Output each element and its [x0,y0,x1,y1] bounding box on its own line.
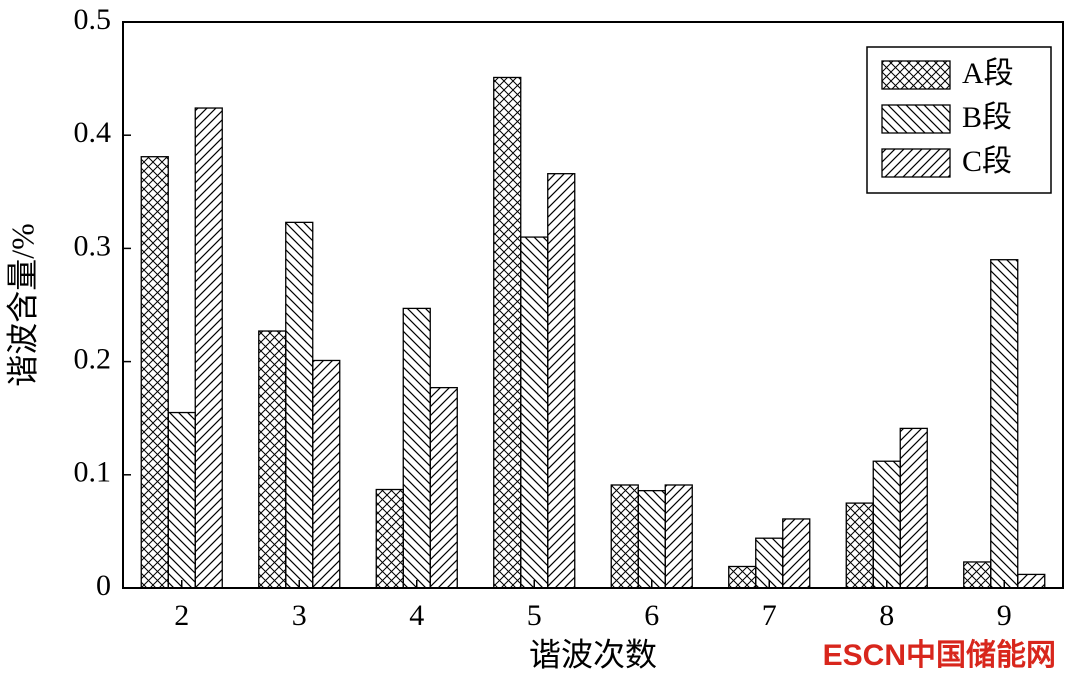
bar [547,173,576,589]
legend-swatch [881,60,951,90]
plot-frame [122,21,1064,589]
bar [782,518,811,589]
bar [194,107,223,589]
legend-swatch [881,104,951,134]
bar [963,561,992,589]
y-tick-label: 0.4 [74,116,112,149]
x-tick-label: 2 [174,599,189,632]
legend-label: C段 [962,145,1012,178]
legend-label: B段 [962,101,1012,134]
y-tick-label: 0 [96,569,111,602]
y-tick-label: 0.5 [74,3,112,36]
bar [285,221,314,589]
bar [520,236,549,589]
bar [258,330,287,589]
legend-label: A段 [962,57,1014,90]
bar [899,427,928,589]
x-axis-label: 谐波次数 [529,636,657,672]
y-tick-label: 0.1 [74,456,112,489]
bar [375,488,404,589]
bar [402,307,431,589]
y-tick-label: 0.3 [74,229,112,262]
bar [429,386,458,589]
bar [845,502,874,589]
x-tick-label: 8 [879,599,894,632]
y-tick-label: 0.2 [74,342,112,375]
bar [872,460,901,589]
bar [610,484,639,589]
bar [664,484,693,589]
bar [755,537,784,589]
bar [990,259,1019,589]
bar [493,76,522,589]
x-tick-label: 6 [644,599,659,632]
x-tick-label: 3 [292,599,307,632]
x-tick-label: 7 [762,599,777,632]
bar [1017,573,1046,589]
legend-swatch [881,148,951,178]
x-tick-label: 9 [997,599,1012,632]
x-tick-label: 4 [409,599,424,632]
bar [140,156,169,589]
x-tick-label: 5 [527,599,542,632]
watermark: ESCN中国储能网 [823,639,1056,672]
y-axis-label: 谐波含量/% [4,223,40,387]
bar [312,359,341,589]
bar [728,565,757,589]
bar [167,411,196,589]
bar [637,489,666,589]
